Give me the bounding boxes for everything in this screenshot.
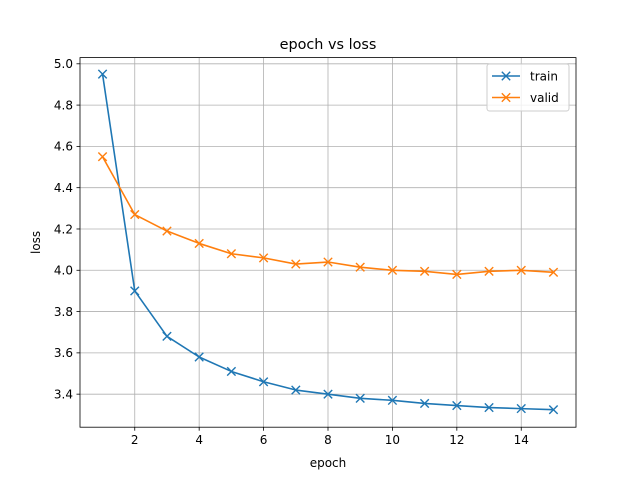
y-tick-label: 3.6: [54, 346, 73, 360]
x-tick-label: 14: [514, 433, 529, 447]
series-valid-point: [387, 265, 398, 275]
series-train-point: [452, 400, 462, 411]
legend-marker: [501, 71, 511, 81]
y-tick-label: 3.4: [54, 387, 73, 401]
x-tick-label: 8: [324, 433, 332, 447]
x-axis-label: epoch: [310, 456, 347, 470]
series-valid-point: [258, 253, 269, 263]
series-train-point: [97, 69, 108, 79]
x-tick-label: 6: [260, 433, 268, 447]
series-train-point: [226, 366, 237, 377]
axis-ticks: 2 4 6 8 10 12 14 3.4 3.6 3.8 4.0 4.2 4.4 4.6 4.8 5.0: [54, 57, 529, 447]
series-valid-point: [419, 266, 430, 277]
series-train-point: [484, 402, 494, 413]
y-tick-label: 5.0: [54, 57, 73, 71]
series-train-point: [194, 352, 204, 362]
series-valid-point: [355, 262, 365, 272]
chart-title: epoch vs loss: [280, 37, 377, 53]
series-valid-point: [226, 249, 237, 259]
series-train-point: [516, 403, 526, 414]
legend-entry-train: train: [492, 69, 558, 83]
legend-label: train: [530, 69, 558, 83]
series-train-point: [258, 377, 269, 387]
series-layer: [97, 69, 559, 415]
series-train: [97, 69, 559, 415]
y-tick-label: 4.8: [54, 98, 73, 112]
x-tick-label: 10: [385, 433, 400, 447]
series-valid-point: [130, 209, 140, 220]
series-valid-point: [291, 259, 301, 269]
x-tick-label: 12: [449, 433, 464, 447]
x-tick-label: 2: [131, 433, 139, 447]
legend-marker: [501, 92, 511, 103]
series-valid-point: [323, 257, 333, 267]
series-train-point: [162, 331, 172, 342]
series-train-point: [548, 404, 559, 415]
y-tick-label: 4.4: [54, 181, 73, 195]
series-train-point: [291, 385, 301, 395]
series-train-point: [387, 395, 398, 406]
grid: [80, 57, 576, 428]
y-tick-label: 4.2: [54, 222, 73, 236]
series-valid: [97, 152, 559, 280]
legend: train valid: [486, 63, 570, 112]
series-train-point: [419, 398, 430, 409]
series-valid-point: [548, 267, 559, 278]
series-valid-point: [194, 238, 204, 249]
series-valid-point: [452, 269, 462, 280]
series-valid-point: [484, 266, 494, 277]
y-axis-label: loss: [29, 231, 43, 254]
series-train-point: [130, 286, 140, 296]
series-train-point: [355, 393, 365, 403]
x-tick-label: 4: [195, 433, 203, 447]
series-valid-point: [162, 226, 172, 236]
legend-label: valid: [530, 91, 559, 105]
y-tick-label: 3.8: [54, 305, 73, 319]
series-valid-point: [97, 152, 108, 162]
series-valid-point: [516, 265, 526, 275]
legend-entry-valid: valid: [492, 91, 559, 105]
y-tick-label: 4.6: [54, 140, 73, 154]
y-tick-label: 4.0: [54, 264, 73, 278]
series-train-point: [323, 389, 333, 399]
